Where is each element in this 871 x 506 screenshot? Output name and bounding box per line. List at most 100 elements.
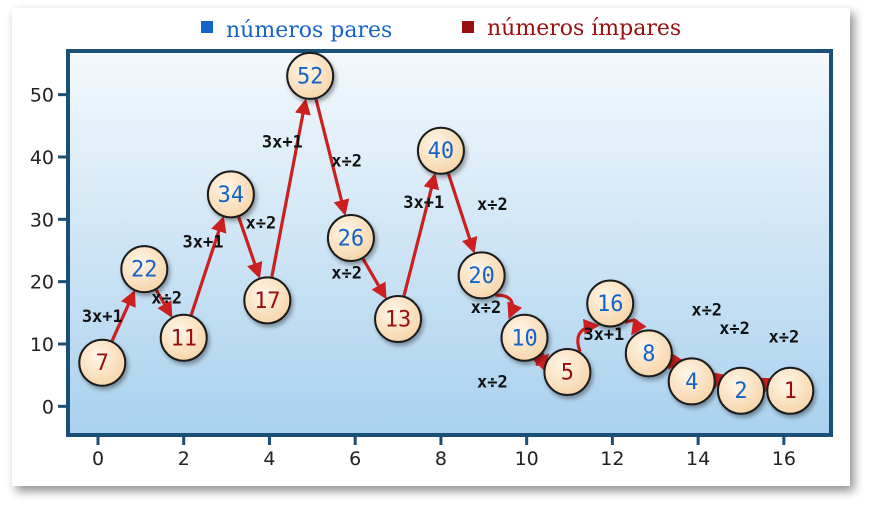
sequence-arrow <box>667 352 684 370</box>
node-circle <box>374 295 423 344</box>
y-tick-label: 40 <box>30 147 54 169</box>
operation-label: x÷2 <box>151 288 182 308</box>
sequence-node: 34 <box>206 170 255 219</box>
node-circle <box>624 329 673 378</box>
node-value: 8 <box>642 342 655 367</box>
sequence-node: 10 <box>500 313 549 362</box>
x-tick-label: 14 <box>686 448 710 470</box>
x-tick-label: 0 <box>92 448 104 470</box>
sequence-arrow <box>361 257 387 300</box>
operation-label: 3x+1 <box>403 193 444 213</box>
sequence-node: 4 <box>667 357 716 406</box>
node-value: 20 <box>468 264 495 289</box>
node-circle <box>206 170 255 219</box>
x-tick-label: 6 <box>349 448 361 470</box>
x-tick-label: 4 <box>263 448 275 470</box>
sequence-node: 26 <box>326 214 375 263</box>
node-circle <box>243 276 292 325</box>
sequence-node: 22 <box>120 245 169 294</box>
y-tick-label: 10 <box>30 334 54 356</box>
legend: números pares números ímpares <box>201 16 681 43</box>
sequence-arrow <box>189 216 227 316</box>
operation-label: 3x+1 <box>583 325 624 345</box>
sequence-arrow <box>110 289 136 342</box>
sequence-arrow <box>237 216 263 279</box>
legend-even-label: números pares <box>226 18 392 43</box>
node-value: 16 <box>597 292 624 317</box>
node-value: 22 <box>131 258 158 283</box>
x-tick-label: 8 <box>435 448 447 470</box>
legend-odd-label: números ímpares <box>487 16 681 41</box>
sequence-node: 52 <box>286 51 335 100</box>
sequence-arrow <box>270 98 311 278</box>
node-circle <box>716 366 765 415</box>
sequence-node: 2 <box>716 366 765 415</box>
operation-label: x÷2 <box>331 151 362 171</box>
node-value: 11 <box>170 326 197 351</box>
sequence-node: 8 <box>624 329 673 378</box>
operation-labels: 3x+1x÷23x+1x÷23x+1x÷23x+1 x÷2x÷2x÷2x÷23x+… <box>82 133 799 393</box>
node-value: 34 <box>218 183 245 208</box>
y-tick-label: 20 <box>30 272 54 294</box>
operation-label: x÷2 <box>477 373 508 393</box>
sequence-node: 11 <box>159 313 208 362</box>
x-tick-label: 10 <box>515 448 539 470</box>
node-value: 17 <box>254 289 281 314</box>
y-tick-label: 0 <box>42 396 54 418</box>
operation-label: x÷2 <box>768 328 799 348</box>
sequence-node: 17 <box>243 276 292 325</box>
sequence-arrow <box>532 351 550 371</box>
x-tick-label: 16 <box>772 448 796 470</box>
node-circle <box>543 348 592 397</box>
x-tick-label: 12 <box>600 448 624 470</box>
sequence-node: 13 <box>374 295 423 344</box>
node-value: 52 <box>297 64 324 89</box>
sequence-node: 16 <box>586 279 635 328</box>
sequence-node: 40 <box>416 126 465 175</box>
node-circle <box>667 357 716 406</box>
operation-label: 3x+1 <box>262 133 303 153</box>
node-circle <box>416 126 465 175</box>
y-tick-label: 50 <box>30 85 54 107</box>
operation-label: x÷2 <box>477 195 508 215</box>
sequence-node: 5 <box>543 348 592 397</box>
sequence-arrow <box>446 173 478 254</box>
sequence-arrow <box>154 289 173 318</box>
node-value: 10 <box>511 326 538 351</box>
node-circle <box>766 366 815 415</box>
node-circle <box>159 313 208 362</box>
node-circle <box>500 313 549 362</box>
legend-odd-swatch <box>462 21 474 33</box>
sequence-arrow <box>709 371 726 390</box>
node-value: 1 <box>784 379 797 404</box>
node-value: 4 <box>685 370 698 395</box>
node-circle <box>326 214 375 263</box>
sequence-arrow <box>402 172 440 297</box>
sequence-nodes: 7 22 11 34 17 52 26 13 40 20 10 5 16 8 4 2 1 <box>78 51 815 415</box>
node-circle <box>586 279 635 328</box>
sequence-node: 1 <box>766 366 815 415</box>
sequence-arrow <box>495 293 523 320</box>
x-tick-label: 2 <box>178 448 190 470</box>
node-circle <box>78 338 127 387</box>
node-value: 2 <box>734 379 747 404</box>
sequence-arrow <box>314 98 350 216</box>
operation-label: x÷2 <box>331 264 362 284</box>
operation-label: x÷2 <box>691 300 722 320</box>
operation-label: 3x+1 <box>183 232 224 252</box>
sequence-node: 20 <box>457 251 506 300</box>
node-value: 40 <box>428 139 455 164</box>
operation-label: x÷2 <box>471 298 502 318</box>
operation-label: x÷2 <box>719 319 750 339</box>
node-circle <box>120 245 169 294</box>
node-value: 13 <box>385 308 412 333</box>
sequence-arrow <box>624 317 647 336</box>
node-circle <box>457 251 506 300</box>
node-value: 26 <box>338 227 365 252</box>
node-circle <box>286 51 335 100</box>
y-tick-label: 30 <box>30 209 54 231</box>
legend-even-swatch <box>201 21 213 33</box>
node-value: 5 <box>561 361 574 386</box>
